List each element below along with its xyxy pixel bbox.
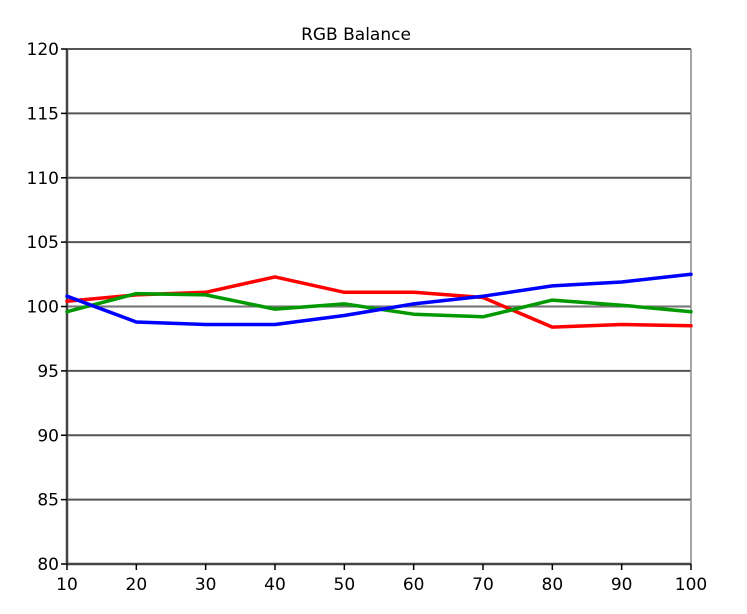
x-tick-label: 90	[611, 575, 633, 595]
y-tick-label: 85	[37, 491, 59, 511]
y-tick-label: 90	[37, 426, 59, 446]
y-tick-label: 115	[27, 104, 59, 124]
x-tick-label: 40	[264, 575, 286, 595]
x-tick-label: 30	[195, 575, 217, 595]
x-tick-label: 50	[334, 575, 356, 595]
x-tick-label: 70	[472, 575, 494, 595]
y-tick-label: 100	[27, 298, 59, 318]
series-line	[65, 272, 693, 327]
x-tick-label: 10	[56, 575, 78, 595]
y-tick-label: 120	[27, 40, 59, 60]
y-tick-label: 80	[37, 555, 59, 575]
y-tick-label: 105	[27, 233, 59, 253]
y-tick-label: 95	[37, 362, 59, 382]
x-tick-label: 20	[126, 575, 148, 595]
y-tick-label: 110	[27, 169, 59, 189]
x-tick-label: 100	[675, 575, 707, 595]
series-layer	[65, 272, 693, 329]
axis-layer: 80 85 90 95 100 105 110 115 120 10 20 30 40 50 60 70 80 9…	[27, 40, 708, 595]
x-tick-label: 80	[542, 575, 564, 595]
chart-title: RGB Balance	[301, 25, 411, 45]
x-tick-label: 60	[403, 575, 425, 595]
